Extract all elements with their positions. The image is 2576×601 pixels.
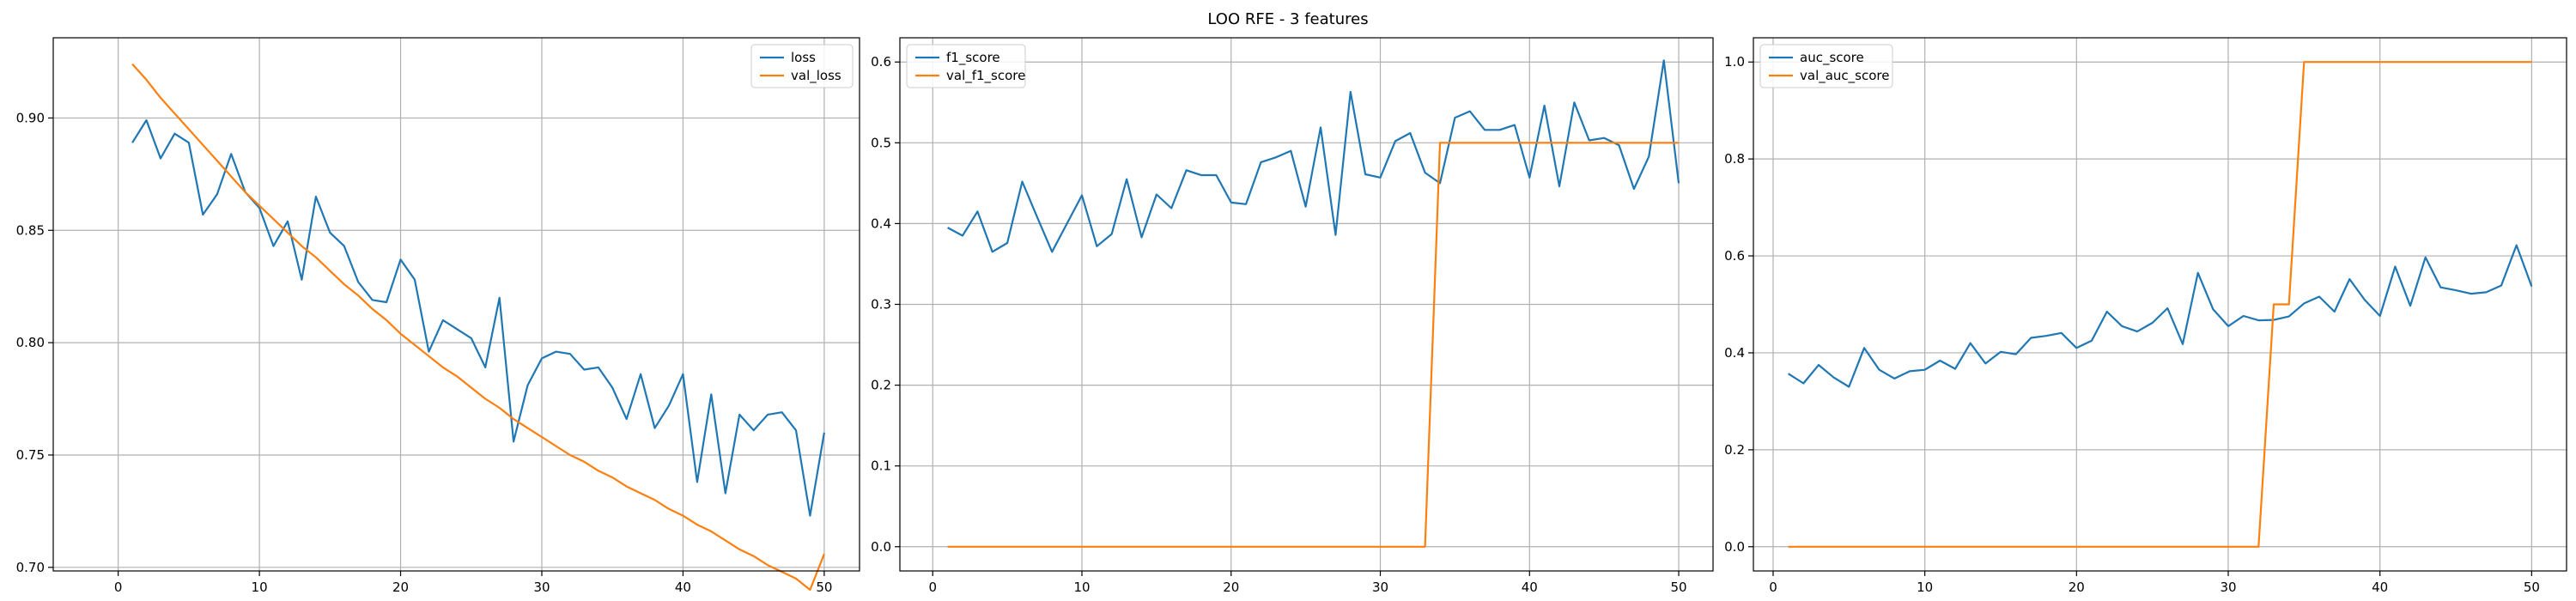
figure-title: LOO RFE - 3 features	[1207, 10, 1368, 28]
y-tick-label: 0.4	[871, 216, 891, 231]
x-tick-label: 0	[114, 580, 123, 595]
grid-lines	[53, 38, 860, 571]
y-tick-label: 0.2	[871, 378, 891, 393]
x-tick-label: 50	[816, 580, 832, 595]
legend-label-val_loss: val_loss	[791, 68, 841, 84]
legend-label-val_auc_score: val_auc_score	[1800, 68, 1890, 84]
x-tick-label: 30	[533, 580, 550, 595]
legend-label-val_f1_score: val_f1_score	[946, 68, 1025, 84]
y-tick-label: 0.3	[871, 297, 891, 313]
x-tick-label: 20	[1223, 580, 1239, 595]
x-tick-label: 10	[252, 580, 268, 595]
x-tick-label: 50	[1670, 580, 1686, 595]
y-tick-label: 0.4	[1724, 345, 1745, 361]
series-line-f1_score	[947, 59, 1680, 253]
y-tick-label: 0.6	[1724, 248, 1745, 264]
x-tick-label: 40	[1522, 580, 1538, 595]
y-tick-label: 0.1	[871, 458, 891, 474]
legend-box	[906, 44, 1026, 88]
x-tick-label: 50	[2524, 580, 2540, 595]
chart-panel-2: 0 10 20 30 40 50 0.0 0.1 0.2 0.3 0.4 0.5 0.6 f1_score…	[871, 37, 1714, 595]
series-line-auc_score	[1788, 244, 2533, 388]
legend-box	[750, 44, 854, 88]
x-tick-label: 10	[1917, 580, 1933, 595]
x-tick-label: 0	[928, 580, 937, 595]
y-tick-label: 0.5	[871, 135, 891, 150]
y-tick-label: 1.0	[1724, 54, 1745, 70]
y-tick-label: 0.85	[16, 222, 45, 238]
x-tick-label: 0	[1769, 580, 1777, 595]
x-tick-label: 40	[2372, 580, 2388, 595]
x-tick-label: 20	[2069, 580, 2085, 595]
legend-label-loss: loss	[791, 50, 816, 65]
chart-panels: 0 10 20 30 40 500.700.750.800.850.90lossval_l…	[16, 37, 2567, 595]
y-tick-label: 0.8	[1724, 151, 1745, 167]
y-tick-label: 0.6	[871, 54, 891, 70]
y-tick-label: 0.70	[16, 560, 45, 575]
y-tick-label: 0.2	[1724, 442, 1745, 458]
y-tick-label: 0.0	[871, 539, 891, 555]
chart-panel-3: 0 10 20 30 40 50 0.0 0.2 0.4 0.6 0.8 1.0 auc_scoreva…	[1724, 37, 2567, 595]
series-line-val_loss	[131, 63, 825, 592]
y-tick-label: 0.75	[16, 447, 45, 463]
legend: auc_score val_auc_score	[1759, 44, 1893, 88]
series-line-val_auc_score	[1788, 61, 2532, 548]
legend-label-f1_score: f1_score	[946, 50, 1000, 66]
x-tick-label: 40	[675, 580, 691, 595]
legend: loss val_loss	[750, 44, 854, 88]
chart-panel-1: 0 10 20 30 40 50 0.70 0.75 0.80 0.85 0.90 loss val_l…	[16, 37, 860, 595]
x-tick-label: 30	[2220, 580, 2236, 595]
y-tick-label: 0.0	[1724, 539, 1745, 555]
series-line-val_f1_score	[947, 142, 1679, 548]
x-tick-label: 20	[392, 580, 409, 595]
x-tick-label: 10	[1073, 580, 1090, 595]
x-tick-label: 30	[1372, 580, 1388, 595]
legend-box	[1759, 44, 1893, 88]
plot-frame	[1753, 37, 2567, 572]
legend: f1_score val_f1_score	[906, 44, 1026, 88]
legend-label-auc_score: auc_score	[1800, 50, 1864, 66]
plot-frame	[52, 37, 860, 572]
y-tick-label: 0.80	[16, 335, 45, 350]
y-tick-label: 0.90	[16, 110, 45, 125]
